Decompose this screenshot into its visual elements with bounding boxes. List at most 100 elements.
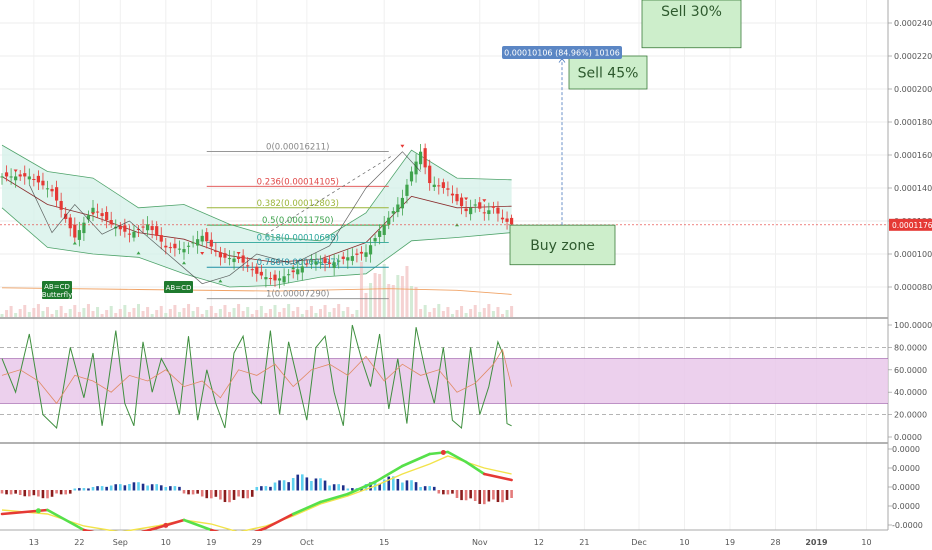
volume-bar	[346, 307, 350, 317]
candle-body	[314, 261, 318, 265]
wavetrend-histogram-bar	[510, 490, 513, 498]
wavetrend-histogram-bar	[123, 485, 127, 491]
price-tick-label: 0.00008000	[894, 283, 932, 292]
volume-bar	[200, 314, 204, 317]
wavetrend-histogram-bar	[87, 488, 90, 491]
candle-body	[59, 200, 63, 210]
wavetrend-histogram-bar	[396, 479, 400, 491]
candle-body	[27, 176, 31, 180]
time-tick-label: 21	[579, 538, 589, 547]
wavetrend-histogram-bar	[341, 485, 345, 491]
wavetrend-histogram-bar	[382, 479, 386, 491]
volume-bar	[246, 307, 250, 317]
wavetrend-histogram-bar	[5, 490, 8, 495]
wavetrend-histogram-bar	[410, 480, 413, 491]
volume-bar	[205, 310, 209, 317]
volume-bar	[378, 274, 382, 317]
wavetrend-histogram-bar	[437, 490, 441, 494]
volume-bar	[469, 309, 473, 317]
current-price-tag-bg	[889, 218, 932, 231]
time-tick-label: 19	[206, 538, 216, 547]
fib-level-label: 1(0.00007290)	[266, 290, 329, 300]
wavetrend-histogram-bar	[260, 486, 263, 491]
rsi-band-fill	[0, 358, 888, 404]
wavetrend-histogram-bar	[128, 484, 131, 491]
candle-body	[277, 278, 282, 281]
volume-bar	[127, 312, 131, 317]
candle-body	[177, 248, 182, 250]
volume-bar	[478, 312, 482, 317]
volume-bar	[77, 312, 81, 317]
candle-body	[32, 178, 36, 180]
wavetrend-fast-segment	[46, 508, 86, 532]
wavetrend-histogram-bar	[159, 485, 163, 491]
volume-bar	[455, 310, 459, 317]
volume-bar	[264, 313, 268, 317]
wavetrend-histogram-bar	[492, 490, 495, 500]
wavetrend-histogram-bar	[405, 480, 409, 491]
time-tick-label: Dec	[631, 538, 646, 547]
wavetrend-histogram-bar	[473, 490, 477, 501]
candle-body	[218, 252, 222, 258]
time-axis[interactable]: 13 22 Sep 10 19 29 Oct 15 Nov 12 21 Dec 10 19 28 2019 10	[0, 531, 888, 550]
measure-arrowhead	[558, 57, 566, 63]
volume-bar	[114, 313, 118, 317]
wavetrend-histogram-bar	[73, 488, 77, 491]
volume-bar	[332, 308, 336, 317]
time-tick-label: 12	[534, 538, 544, 547]
volume-bar	[59, 306, 63, 317]
wavetrend-histogram-bar	[446, 490, 450, 495]
time-tick-label: 28	[770, 538, 780, 547]
volume-bar	[419, 309, 423, 317]
zone-box	[509, 224, 616, 266]
wavetrend-histogram-bar	[432, 486, 436, 491]
pattern-tag-text: Butterfly	[42, 291, 72, 299]
time-tick-label: 22	[74, 538, 84, 547]
volume-bar	[450, 314, 454, 317]
candle-body	[155, 226, 159, 236]
candle-body	[0, 176, 4, 178]
candle-body	[4, 172, 9, 177]
candle-body	[368, 245, 373, 255]
candle-body	[309, 260, 313, 262]
price-axis[interactable]: 0.000260000.000240000.000220000.00020000…	[888, 0, 932, 530]
wavetrend-histogram-bar	[28, 490, 31, 497]
wavetrend-fast-segment	[182, 518, 213, 532]
wavetrend-tick-label: -0.0000	[892, 521, 923, 530]
volume-bar	[250, 314, 254, 317]
zone-sell-45-: Sell 45%	[568, 55, 648, 90]
price-tick-label: 0.00024000	[894, 19, 932, 28]
volume-bar	[18, 309, 22, 317]
volume-bar	[255, 310, 259, 317]
volume-bar	[446, 307, 450, 317]
volume-bar	[141, 311, 145, 317]
zone-sell-30-: Sell 30%	[641, 0, 742, 49]
wavetrend-histogram-bar	[55, 490, 58, 494]
volume-bar	[41, 311, 45, 317]
current-price-tag-text: 0.00011769	[892, 221, 932, 230]
volume-bar	[405, 266, 409, 317]
volume-bar	[319, 309, 322, 317]
volume-bar	[68, 309, 72, 317]
volume-bar	[259, 306, 263, 317]
wavetrend-histogram-bar	[301, 474, 304, 491]
volume-bar	[86, 304, 90, 317]
pattern-tag-bg	[42, 281, 72, 299]
wavetrend-histogram-bar	[68, 490, 72, 494]
pattern-tag-abcd: AB=CD	[164, 281, 193, 293]
volume-bar	[82, 308, 86, 317]
candle-body	[250, 269, 254, 271]
wavetrend-histogram-bar	[287, 482, 290, 491]
rsi-tick-label: 100.0000	[894, 321, 932, 330]
wavetrend-histogram-bar	[273, 482, 277, 491]
wavetrend-tick-label: 0.0000	[892, 445, 920, 454]
signal-marker	[136, 251, 141, 255]
volume-bar	[391, 285, 395, 317]
zone-label: Sell 30%	[661, 4, 722, 20]
wavetrend-histogram-bar	[50, 490, 54, 497]
signal-marker	[236, 252, 241, 255]
wavetrend-histogram-bar	[501, 490, 504, 503]
candle-body	[127, 233, 131, 235]
bollinger-mid-line	[1, 176, 512, 263]
rsi-signal-line	[1, 348, 512, 405]
